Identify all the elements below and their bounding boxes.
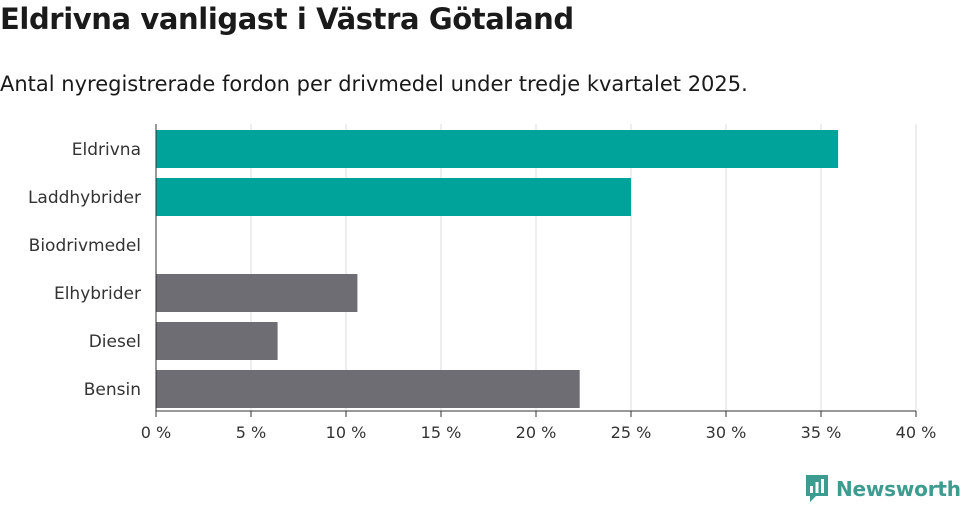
bar-diesel	[156, 322, 278, 360]
x-axis: 0 % 5 % 10 % 15 % 20 % 25 % 30 % 35 % 40 %	[141, 124, 937, 442]
x-tick-label: 35 %	[801, 423, 842, 442]
newsworthy-logo: Newsworthy	[804, 474, 960, 504]
gridlines	[250, 124, 917, 411]
bar-eldrivna	[156, 130, 839, 168]
bar-chart-logo-icon	[806, 475, 828, 502]
category-label: Elhybrider	[54, 284, 141, 304]
x-tick-label: 5 %	[236, 423, 266, 442]
bars	[156, 130, 839, 408]
x-tick-label: 30 %	[706, 423, 747, 442]
x-tick-label: 0 %	[141, 423, 171, 442]
category-label: Eldrivna	[72, 140, 141, 160]
brand-name: Newsworthy	[836, 477, 960, 501]
category-label: Biodrivmedel	[29, 236, 141, 256]
x-tick-label: 25 %	[611, 423, 652, 442]
bar-chart: Eldrivna Laddhybrider Biodrivmedel Elhybrid…	[28, 124, 937, 442]
x-tick-label: 40 %	[896, 423, 937, 442]
bar-laddhybrider	[156, 178, 631, 216]
category-label: Diesel	[89, 332, 141, 352]
chart-subtitle: Antal nyregistrerade fordon per drivmede…	[0, 72, 748, 96]
x-tick-label: 15 %	[421, 423, 462, 442]
bar-bensin	[156, 370, 580, 408]
x-tick-label: 10 %	[326, 423, 367, 442]
chart-title: Eldrivna vanligast i Västra Götaland	[0, 2, 574, 36]
bar-elhybrider	[156, 274, 358, 312]
category-label: Bensin	[84, 380, 141, 400]
x-tick-label: 20 %	[516, 423, 557, 442]
category-labels: Eldrivna Laddhybrider Biodrivmedel Elhybrid…	[28, 140, 141, 400]
category-label: Laddhybrider	[28, 188, 141, 208]
